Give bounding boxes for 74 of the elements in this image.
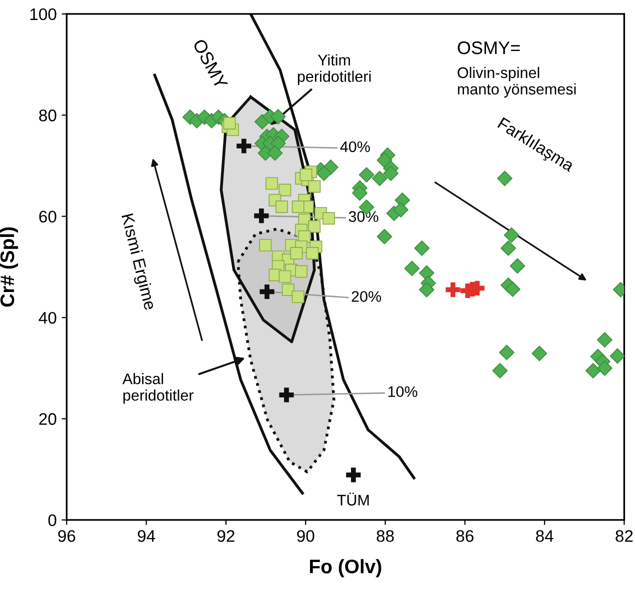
point <box>414 240 430 256</box>
point <box>504 227 520 243</box>
point <box>292 290 304 304</box>
point <box>497 170 512 186</box>
point <box>470 280 485 296</box>
point <box>236 138 252 154</box>
x-tick-label: 84 <box>536 530 554 542</box>
point <box>308 220 321 233</box>
point <box>596 360 612 376</box>
x-tick-label: 88 <box>376 530 394 542</box>
x-tick-label: 82 <box>616 530 633 542</box>
x-tick-label: 96 <box>58 530 76 542</box>
point <box>316 166 332 182</box>
point <box>532 346 548 362</box>
point <box>585 362 601 378</box>
point <box>254 208 269 224</box>
annotation: Olivin-spinel manto yönsemesi <box>458 66 576 98</box>
point <box>290 247 303 260</box>
point <box>260 284 274 300</box>
x-tick-label: 86 <box>456 530 474 542</box>
y-tick-label: 0 <box>48 514 56 526</box>
point <box>500 240 516 256</box>
point <box>306 247 319 260</box>
y-tick-label: 60 <box>39 210 56 223</box>
y-tick-label: 80 <box>39 110 56 122</box>
point <box>300 168 312 182</box>
annotation: Abisal peridotitler <box>122 373 194 404</box>
point <box>393 202 408 218</box>
point <box>510 258 526 274</box>
y-axis-title: Cr# (Spl) <box>0 227 18 307</box>
x-tick-label: 94 <box>138 530 156 542</box>
point <box>596 332 612 348</box>
y-tick-label: 40 <box>38 312 56 324</box>
point <box>278 184 292 196</box>
annotation: Yitim peridotitleri <box>298 54 371 85</box>
annotation: TÜM <box>337 492 369 506</box>
point <box>376 152 392 168</box>
point <box>352 185 368 201</box>
point <box>278 270 292 283</box>
point <box>295 265 308 278</box>
point <box>504 282 520 297</box>
y-tick-label: 100 <box>30 8 56 20</box>
point <box>322 212 335 225</box>
point <box>259 238 272 252</box>
point <box>223 117 236 130</box>
point <box>275 200 288 213</box>
point <box>404 260 420 276</box>
x-axis-title: Fo (Olv) <box>310 559 382 578</box>
point <box>492 362 508 378</box>
point <box>279 388 294 402</box>
point <box>308 180 321 193</box>
x-tick-label: 90 <box>297 530 314 542</box>
point <box>383 166 399 182</box>
annotation: OSMY= <box>458 41 520 54</box>
x-tick-label: 92 <box>217 530 234 542</box>
point <box>376 228 392 244</box>
point <box>372 170 388 186</box>
point <box>270 108 286 124</box>
point <box>499 344 514 360</box>
point <box>610 348 624 364</box>
point <box>346 468 361 482</box>
point <box>266 177 278 190</box>
point <box>446 282 460 297</box>
y-tick-label: 20 <box>39 413 56 425</box>
point <box>418 282 434 298</box>
point <box>292 200 304 213</box>
point <box>282 283 294 296</box>
point <box>358 167 374 183</box>
annotation: 30% <box>348 211 378 222</box>
annotation: 10% <box>388 386 418 398</box>
annotation: Kısmi Ergime <box>118 213 157 312</box>
point <box>267 145 283 161</box>
annotation: 20% <box>352 291 382 302</box>
annotation: 40% <box>340 141 370 152</box>
